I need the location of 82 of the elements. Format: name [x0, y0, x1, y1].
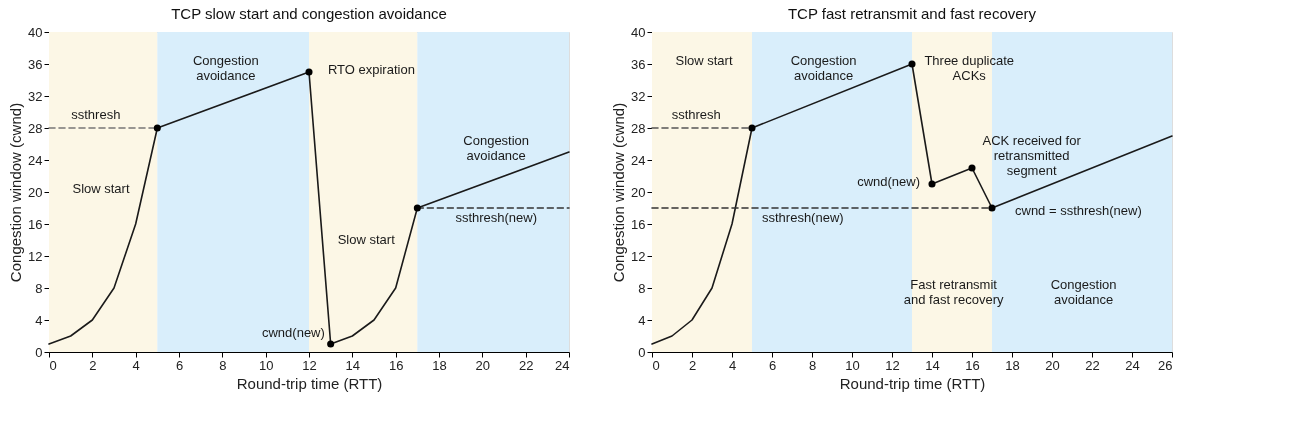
x-tick-label: 4 — [132, 357, 140, 373]
annotation: Slow start — [337, 232, 396, 247]
x-tick-label: 18 — [1005, 357, 1020, 373]
annotation: Three duplicate ACKs — [924, 52, 1015, 83]
x-tick-label: 18 — [432, 357, 447, 373]
x-tick-label: 20 — [475, 357, 491, 373]
annotation: ACK received for retransmitted segment — [982, 132, 1082, 178]
point — [928, 180, 936, 188]
y-tick-label: 4 — [35, 312, 43, 328]
x-tick-label: 10 — [258, 357, 274, 373]
y-tick-label: 32 — [631, 88, 646, 104]
x-tick-label: 0 — [49, 357, 57, 373]
x-tick-label: 22 — [518, 357, 534, 373]
y-tick-label: 8 — [35, 280, 43, 296]
annotation: Slow start — [72, 180, 130, 196]
x-tick-label: 16 — [388, 357, 404, 373]
annotation: cwnd = ssthresh(new) — [1014, 203, 1142, 219]
y-tick-label: 0 — [35, 344, 43, 360]
y-axis-title: Congestion window (cwnd) — [610, 102, 628, 283]
x-tick-label: 22 — [1085, 357, 1100, 373]
point — [327, 340, 335, 348]
point — [153, 124, 161, 132]
y-tick-label: 32 — [28, 88, 43, 104]
y-tick-label: 20 — [28, 184, 43, 200]
y-tick-label: 36 — [28, 56, 43, 72]
point — [413, 204, 421, 212]
x-tick-label: 10 — [845, 357, 860, 373]
y-tick-label: 24 — [631, 152, 646, 168]
y-tick-label: 4 — [638, 312, 646, 328]
point — [305, 68, 313, 76]
annotation: ssthresh(new) — [761, 209, 844, 225]
annotation: cwnd(new) — [261, 324, 325, 340]
annotation: cwnd(new) — [857, 174, 921, 190]
point — [968, 164, 976, 172]
annotation: Congestion avoidance — [192, 52, 259, 83]
x-tick-label: 0 — [652, 357, 660, 373]
annotation: RTO expiration — [327, 62, 415, 78]
annotation: ssthresh(new) — [455, 209, 538, 225]
y-tick-label: 24 — [28, 152, 43, 168]
x-tick-label: 26 — [1158, 357, 1173, 373]
x-tick-label: 16 — [965, 357, 980, 373]
y-tick-label: 16 — [631, 216, 646, 232]
x-tick-label: 24 — [1125, 357, 1140, 373]
point — [908, 60, 916, 68]
point — [748, 124, 756, 132]
y-tick-label: 16 — [28, 216, 43, 232]
x-tick-label: 12 — [885, 357, 900, 373]
y-tick-label: 8 — [638, 280, 646, 296]
y-axis-title: Congestion window (cwnd) — [7, 102, 25, 283]
x-tick-label: 24 — [555, 357, 570, 373]
x-tick-label: 4 — [728, 357, 737, 373]
x-tick-label: 14 — [345, 357, 361, 373]
y-tick-label: 0 — [638, 344, 646, 360]
x-tick-label: 6 — [175, 357, 184, 373]
x-tick-label: 20 — [1045, 357, 1060, 373]
y-tick-label: 12 — [28, 248, 43, 264]
y-tick-label: 36 — [631, 56, 646, 72]
annotation: Congestion avoidance — [790, 52, 857, 83]
point — [988, 204, 996, 212]
x-tick-label: 2 — [89, 357, 97, 373]
x-axis-title: Round-trip time (RTT) — [236, 374, 383, 392]
x-tick-label: 8 — [808, 357, 817, 373]
y-tick-label: 20 — [631, 184, 646, 200]
x-tick-label: 2 — [688, 357, 697, 373]
y-tick-label: 40 — [631, 24, 646, 40]
x-tick-label: 6 — [768, 357, 777, 373]
chart-title: TCP slow start and congestion avoidance — [171, 5, 447, 22]
y-tick-label: 28 — [631, 120, 646, 136]
x-tick-label: 12 — [302, 357, 317, 373]
annotation: Slow start — [675, 52, 733, 68]
x-axis-title: Round-trip time (RTT) — [839, 374, 986, 392]
annotation: ssthresh — [671, 107, 721, 123]
annotation: Congestion avoidance — [463, 132, 530, 163]
x-tick-label: 8 — [219, 357, 227, 373]
annotation: Fast retransmit and fast recovery — [903, 276, 1004, 307]
y-tick-label: 40 — [28, 24, 43, 40]
annotation: Congestion avoidance — [1050, 276, 1117, 307]
annotation: ssthresh — [71, 107, 121, 123]
x-tick-label: 14 — [925, 357, 940, 373]
chart-title: TCP fast retransmit and fast recovery — [787, 5, 1037, 22]
y-tick-label: 28 — [28, 120, 43, 136]
y-tick-label: 12 — [631, 248, 646, 264]
